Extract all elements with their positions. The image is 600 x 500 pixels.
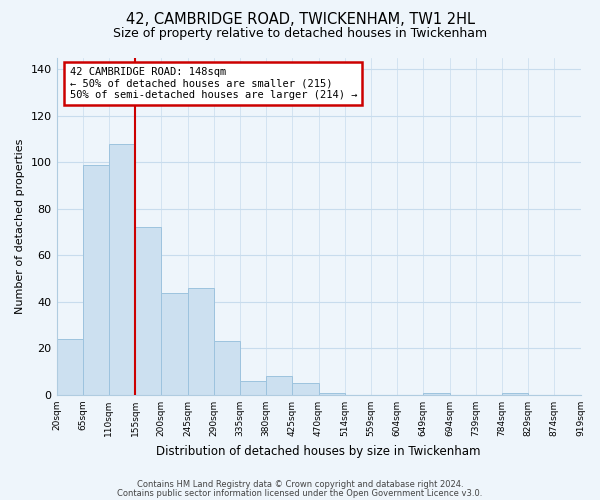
Bar bbox=[109, 144, 135, 395]
Bar bbox=[83, 164, 109, 395]
Bar bbox=[292, 384, 319, 395]
Bar bbox=[319, 392, 345, 395]
Bar bbox=[266, 376, 292, 395]
Text: Contains HM Land Registry data © Crown copyright and database right 2024.: Contains HM Land Registry data © Crown c… bbox=[137, 480, 463, 489]
Text: Contains public sector information licensed under the Open Government Licence v3: Contains public sector information licen… bbox=[118, 489, 482, 498]
Bar bbox=[188, 288, 214, 395]
Bar bbox=[424, 392, 449, 395]
Bar bbox=[502, 392, 528, 395]
Text: 42, CAMBRIDGE ROAD, TWICKENHAM, TW1 2HL: 42, CAMBRIDGE ROAD, TWICKENHAM, TW1 2HL bbox=[125, 12, 475, 28]
Y-axis label: Number of detached properties: Number of detached properties bbox=[15, 138, 25, 314]
Bar bbox=[214, 342, 240, 395]
Bar bbox=[161, 292, 188, 395]
X-axis label: Distribution of detached houses by size in Twickenham: Distribution of detached houses by size … bbox=[156, 444, 481, 458]
Text: 42 CAMBRIDGE ROAD: 148sqm
← 50% of detached houses are smaller (215)
50% of semi: 42 CAMBRIDGE ROAD: 148sqm ← 50% of detac… bbox=[70, 67, 357, 100]
Bar bbox=[135, 228, 161, 395]
Bar bbox=[240, 381, 266, 395]
Text: Size of property relative to detached houses in Twickenham: Size of property relative to detached ho… bbox=[113, 28, 487, 40]
Bar bbox=[56, 339, 83, 395]
